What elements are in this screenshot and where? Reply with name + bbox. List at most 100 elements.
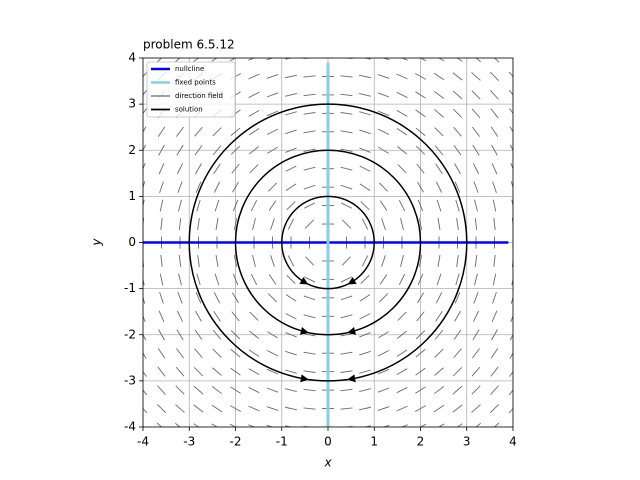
field-segment — [303, 295, 316, 301]
field-segment — [143, 352, 147, 359]
field-segment — [143, 144, 147, 152]
field-segment — [381, 218, 386, 230]
field-segment — [303, 93, 316, 97]
field-segment — [195, 310, 202, 322]
field-segment — [158, 144, 165, 156]
field-segment — [493, 422, 500, 427]
field-segment — [490, 347, 499, 359]
field-segment — [285, 313, 297, 320]
field-segment — [474, 254, 478, 267]
field-segment — [176, 310, 184, 322]
field-segment — [396, 91, 408, 98]
field-segment — [474, 199, 478, 212]
field-segment — [415, 367, 426, 376]
field-segment — [158, 329, 165, 341]
field-segment — [285, 294, 297, 302]
field-segment — [489, 71, 500, 82]
field-segment — [415, 405, 426, 412]
field-segment — [143, 389, 148, 396]
field-segment — [378, 331, 389, 339]
y-tick-label: -3 — [124, 373, 136, 387]
field-segment — [178, 199, 182, 212]
field-segment — [211, 58, 218, 62]
field-segment — [248, 128, 260, 136]
field-segment — [285, 183, 297, 191]
field-segment — [396, 73, 408, 80]
field-segment — [286, 201, 296, 211]
field-segment — [212, 329, 222, 340]
field-segment — [419, 58, 427, 62]
field-segment — [378, 182, 389, 192]
legend-label: direction field — [175, 92, 223, 100]
field-segment — [437, 218, 441, 231]
field-segment — [433, 72, 445, 81]
solution-curve — [234, 149, 422, 336]
field-segment — [398, 200, 406, 212]
y-tick-label: 1 — [128, 189, 136, 203]
field-segment — [304, 219, 315, 229]
field-segment — [377, 110, 390, 117]
field-segment — [360, 274, 370, 284]
field-segment — [194, 126, 203, 137]
field-segment — [143, 333, 147, 341]
field-segment — [490, 366, 499, 377]
field-segment — [452, 72, 463, 81]
field-segment — [175, 366, 185, 377]
field-segment — [377, 406, 390, 411]
field-segment — [175, 404, 185, 413]
field-segment — [381, 424, 390, 427]
field-segment — [248, 424, 256, 427]
field-segment — [232, 292, 239, 304]
field-segment — [492, 273, 497, 286]
field-segment — [196, 273, 201, 286]
field-segment — [249, 146, 259, 155]
field-segment — [491, 163, 498, 175]
field-segment — [267, 146, 278, 154]
field-segment — [340, 202, 353, 209]
field-segment — [398, 273, 406, 285]
field-segment — [212, 145, 222, 156]
field-segment — [230, 330, 241, 340]
field-segment — [285, 369, 297, 374]
field-segment — [249, 164, 259, 174]
field-segment — [303, 148, 316, 152]
field-segment — [434, 127, 444, 137]
field-segment — [509, 108, 513, 115]
field-segment — [453, 126, 462, 137]
field-segment — [415, 349, 426, 358]
field-segment — [214, 273, 220, 286]
chart-title: problem 6.5.12 — [143, 38, 235, 52]
solution-arrow — [300, 326, 309, 335]
field-segment — [303, 184, 316, 190]
y-tick-label: 0 — [128, 235, 136, 249]
field-segment — [248, 349, 260, 357]
solution-arrow — [347, 374, 356, 383]
field-segment — [194, 145, 203, 156]
field-segment — [266, 128, 279, 135]
field-segment — [453, 329, 462, 340]
field-segment — [415, 91, 426, 99]
field-segment — [415, 127, 426, 136]
field-segment — [418, 218, 423, 231]
field-segment — [474, 273, 478, 286]
field-segment — [396, 128, 408, 136]
legend-label: nullcline — [175, 65, 204, 73]
field-segment — [435, 163, 443, 174]
field-segment — [197, 254, 200, 267]
field-segment — [248, 73, 260, 80]
field-segment — [434, 109, 444, 118]
field-segment — [248, 368, 260, 376]
field-segment — [472, 163, 480, 175]
field-segment — [508, 89, 513, 96]
field-segment — [418, 254, 423, 267]
field-segment — [452, 367, 463, 377]
y-tick-label: 4 — [128, 51, 136, 65]
field-segment — [415, 145, 426, 155]
field-segment — [471, 72, 481, 81]
field-segment — [175, 58, 181, 63]
field-segment — [143, 71, 148, 78]
field-segment — [303, 202, 316, 209]
field-segment — [455, 273, 460, 286]
field-segment — [194, 348, 203, 359]
field-segment — [359, 183, 371, 191]
